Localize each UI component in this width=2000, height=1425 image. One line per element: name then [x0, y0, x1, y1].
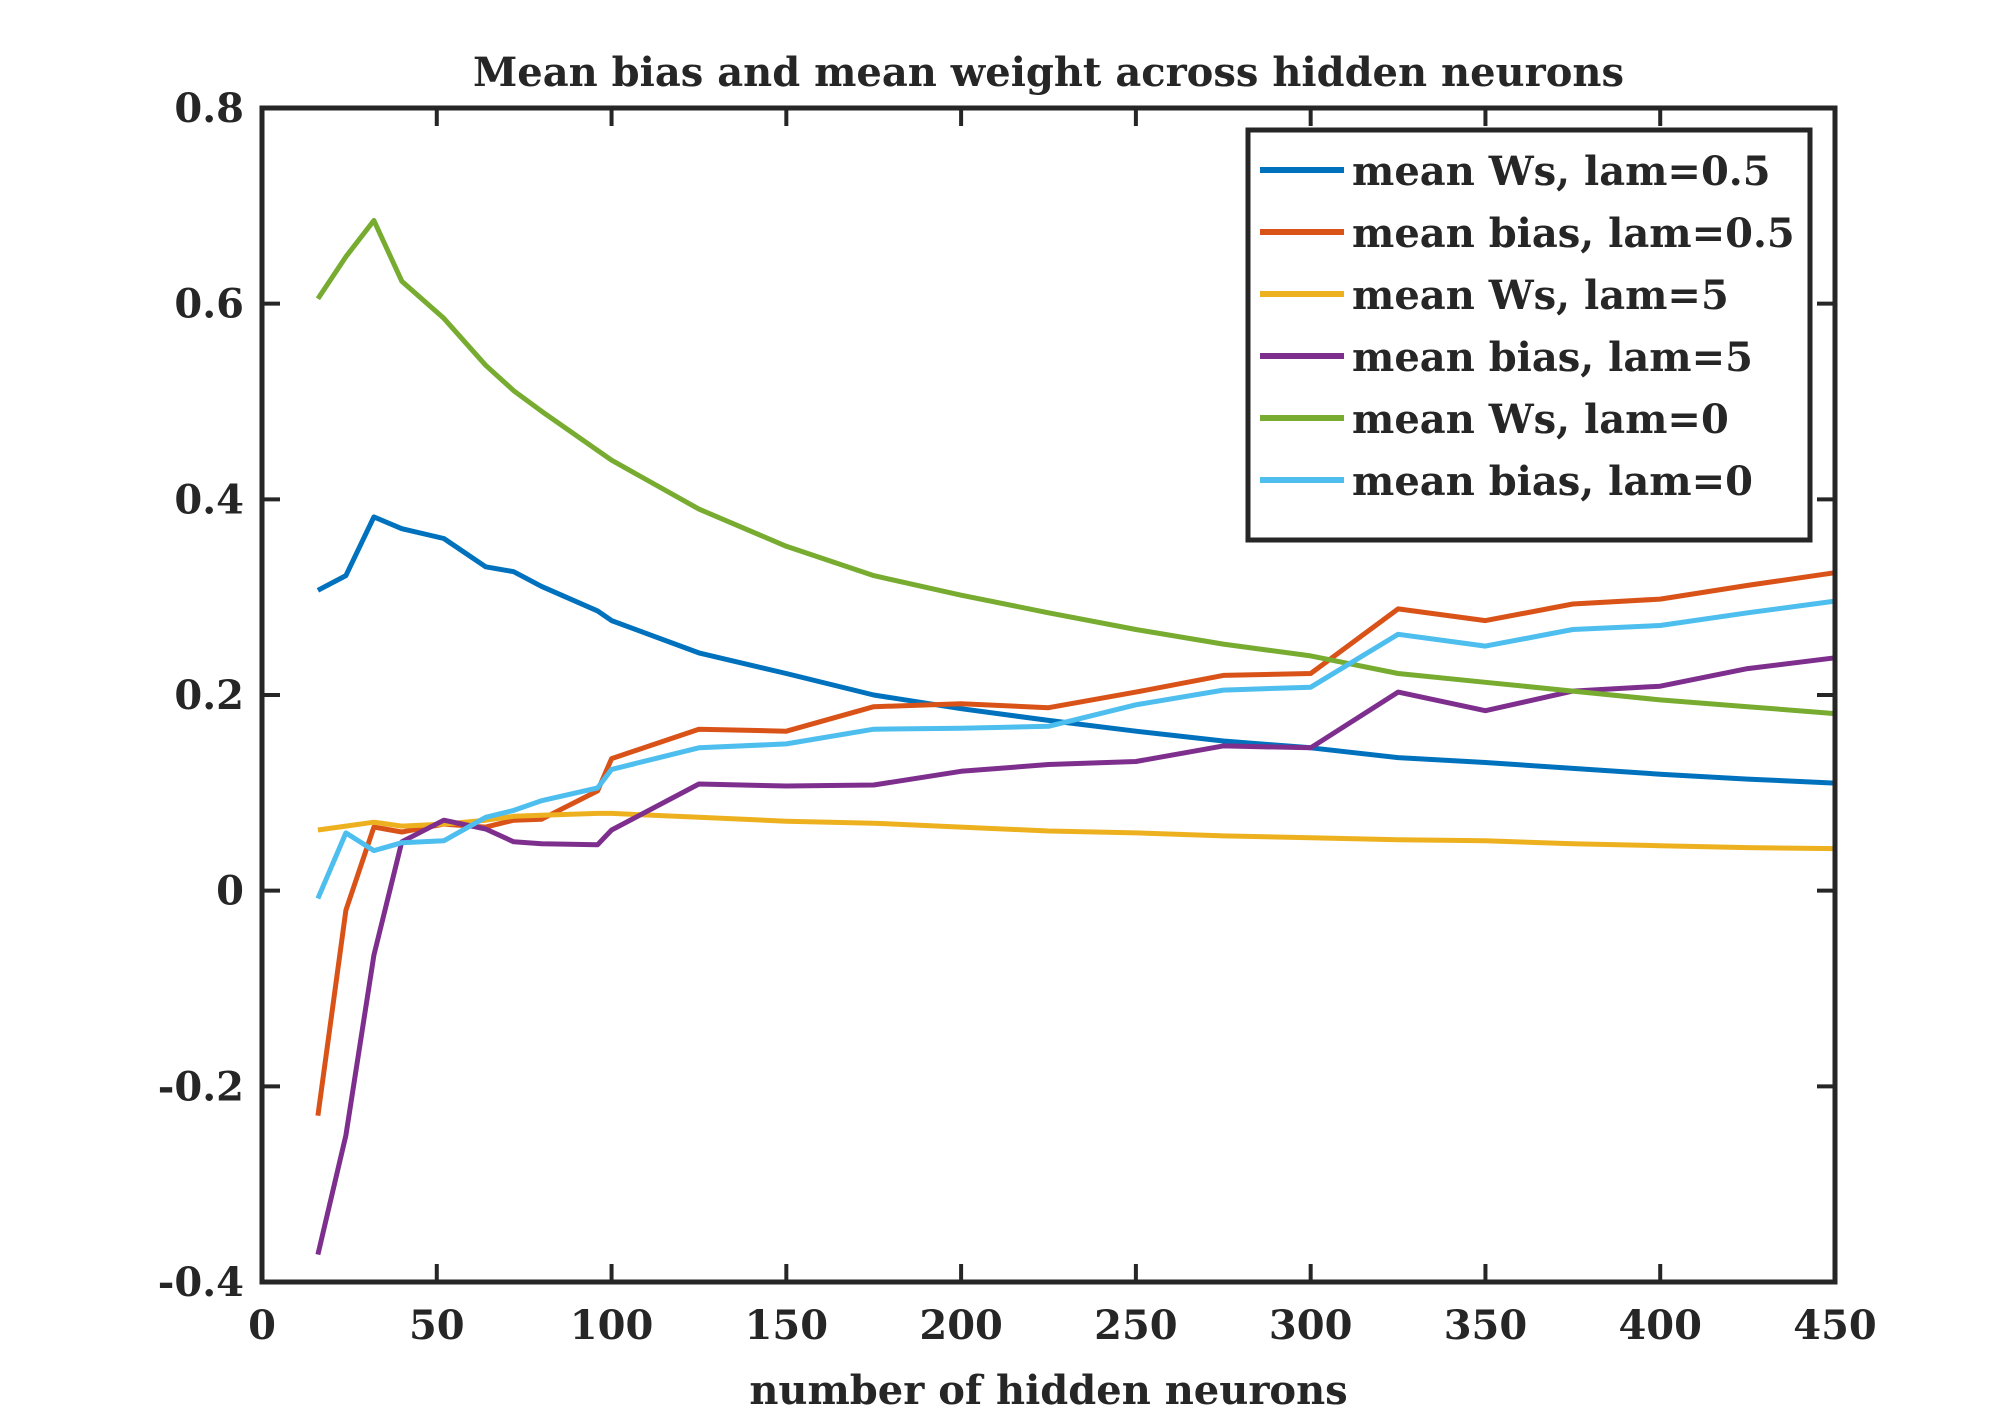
y-tick-label: 0: [216, 868, 244, 915]
x-tick-label: 50: [409, 1302, 465, 1349]
x-tick-label: 150: [745, 1302, 829, 1349]
legend: mean Ws, lam=0.5 mean bias, lam=0.5 mean W…: [1245, 127, 1813, 543]
legend-label-5: mean Ws, lam=0: [1352, 396, 1729, 443]
y-tick-label: 0.2: [174, 672, 244, 719]
legend-label-6: mean bias, lam=0: [1352, 458, 1753, 505]
legend-label-4: mean bias, lam=5: [1352, 334, 1753, 381]
ticks-layer: 0 50 100 150 200 250 300 350 400 450 -0.4 -0.2 0 0.2 0…: [158, 85, 1877, 1349]
y-tick-label: 0.4: [174, 476, 244, 523]
series-layer: [315, 218, 1836, 1256]
x-tick-label: 250: [1094, 1302, 1178, 1349]
series-line-5: [315, 218, 1836, 717]
y-tick-label: 0.6: [174, 281, 244, 328]
legend-label-2: mean bias, lam=0.5: [1352, 210, 1795, 257]
series-line-1: [316, 514, 1836, 786]
y-tick-label: -0.4: [158, 1259, 244, 1306]
series-line-6: [315, 598, 1836, 900]
x-tick-label: 200: [919, 1302, 1003, 1349]
x-tick-label: 400: [1618, 1302, 1702, 1349]
x-tick-label: 100: [570, 1302, 654, 1349]
x-tick-label: 350: [1444, 1302, 1528, 1349]
x-tick-label: 0: [248, 1302, 276, 1349]
x-tick-label: 300: [1269, 1302, 1353, 1349]
y-tick-label: -0.2: [158, 1063, 244, 1110]
y-tick-label: 0.8: [174, 85, 244, 132]
series-line-4: [315, 655, 1836, 1256]
legend-label-3: mean Ws, lam=5: [1352, 272, 1729, 319]
chart-title: Mean bias and mean weight across hidden …: [473, 49, 1624, 96]
legend-label-1: mean Ws, lam=0.5: [1352, 148, 1771, 195]
x-tick-label: 450: [1793, 1302, 1877, 1349]
x-axis-title: number of hidden neurons: [749, 1367, 1347, 1414]
legend-box: [1245, 127, 1813, 543]
